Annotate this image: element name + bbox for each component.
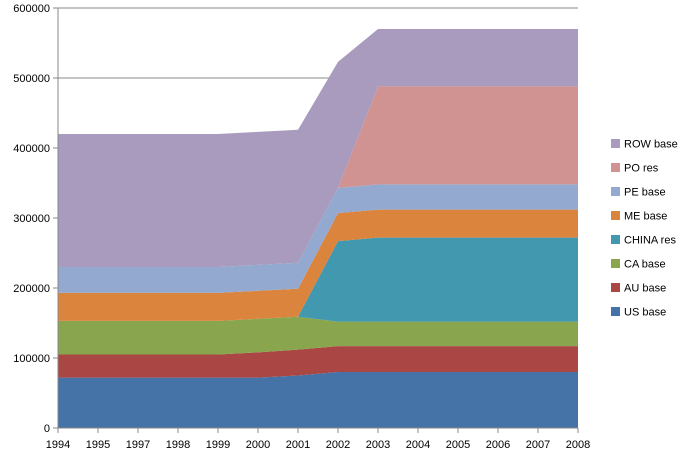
- legend-label-au-base: AU base: [624, 283, 666, 295]
- area-ca-base: [58, 316, 578, 355]
- legend-label-china-res: CHINA res: [624, 235, 676, 247]
- x-tick-label: 2008: [566, 439, 590, 451]
- area-au-base: [58, 346, 578, 378]
- y-tick-label: 500000: [13, 73, 50, 85]
- legend-swatch-ca-base: [611, 259, 620, 268]
- x-tick-label: 2002: [326, 439, 350, 451]
- area-pe-base: [58, 184, 578, 293]
- legend-swatch-me-base: [611, 211, 620, 220]
- x-tick-label: 1998: [166, 439, 190, 451]
- area-china-res: [58, 237, 578, 322]
- legend: ROW base PO res PE base ME base CHINA res CA …: [611, 139, 678, 319]
- x-tick-label: 1995: [86, 439, 110, 451]
- y-tick-label: 200000: [13, 283, 50, 295]
- legend-label-us-base: US base: [624, 307, 666, 319]
- legend-swatch-row-base: [611, 139, 620, 148]
- x-tick-label: 1997: [126, 439, 150, 451]
- y-tick-label: 400000: [13, 143, 50, 155]
- legend-label-ca-base: CA base: [624, 259, 666, 271]
- x-tick-label: 2006: [486, 439, 510, 451]
- x-tick-label: 2000: [246, 439, 270, 451]
- x-tick-label: 2001: [286, 439, 310, 451]
- area-me-base: [58, 209, 578, 321]
- legend-label-pe-base: PE base: [624, 187, 666, 199]
- x-tick-label: 2004: [406, 439, 430, 451]
- x-tick-label: 2007: [526, 439, 550, 451]
- x-axis-ticks: 1994 1995 1997 1998 1999 2000 2001 2002 2003 2004…: [46, 428, 590, 451]
- legend-swatch-po-res: [611, 163, 620, 172]
- x-tick-label: 2003: [366, 439, 390, 451]
- legend-swatch-pe-base: [611, 187, 620, 196]
- area-po-res: [58, 86, 578, 268]
- legend-swatch-au-base: [611, 283, 620, 292]
- legend-label-po-res: PO res: [624, 163, 659, 175]
- y-tick-label: 100000: [13, 353, 50, 365]
- y-tick-label: 300000: [13, 213, 50, 225]
- legend-label-me-base: ME base: [624, 211, 667, 223]
- y-tick-label: 600000: [13, 3, 50, 15]
- area-row-base: [58, 29, 578, 267]
- legend-label-row-base: ROW base: [624, 139, 678, 151]
- y-axis-ticks: 0 100000 200000 300000 400000 500000 600000: [13, 3, 58, 435]
- legend-swatch-china-res: [611, 235, 620, 244]
- legend-swatch-us-base: [611, 307, 620, 316]
- x-tick-label: 2005: [446, 439, 470, 451]
- x-tick-label: 1994: [46, 439, 70, 451]
- area-series: [58, 29, 578, 428]
- y-tick-label: 0: [44, 423, 50, 435]
- area-us-base: [58, 372, 578, 428]
- x-tick-label: 1999: [206, 439, 230, 451]
